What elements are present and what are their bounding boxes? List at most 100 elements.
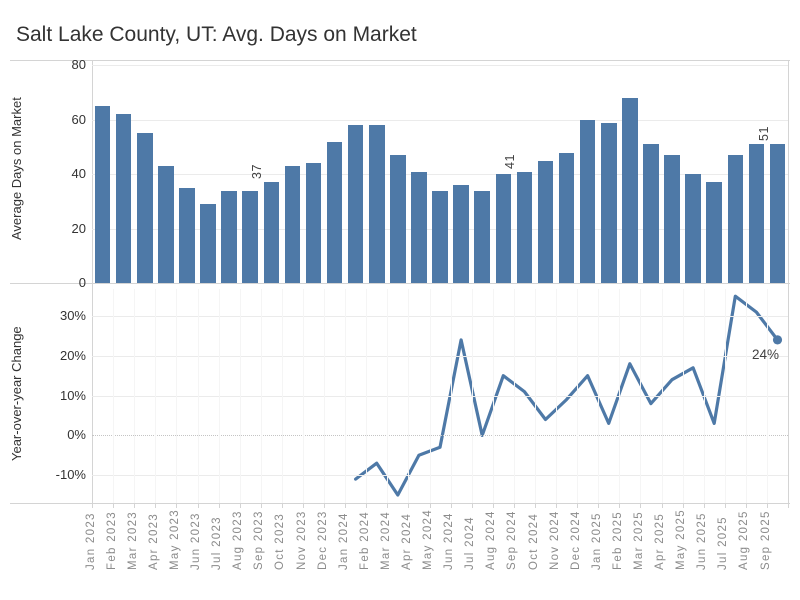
line-axis-baseline — [10, 503, 790, 504]
column-divider — [556, 289, 557, 503]
column-divider — [429, 289, 431, 503]
bar-may-2024[interactable] — [432, 190, 448, 283]
bar-value-label-sep-2025: 51 — [756, 126, 771, 142]
column-divider — [450, 289, 452, 503]
bar-jul-2025[interactable] — [727, 155, 743, 283]
axis-tick — [155, 503, 157, 508]
gridline-80 — [92, 65, 788, 67]
bar-jun-2025[interactable] — [706, 182, 722, 283]
line-ytick-0: 0% — [67, 427, 86, 443]
month-label-jul-2024: Jul 2024 — [464, 516, 477, 570]
month-label-oct-2024: Oct 2024 — [527, 512, 540, 570]
month-label-aug-2025: Aug 2025 — [738, 510, 751, 570]
bar-dec-2023[interactable] — [326, 141, 343, 283]
bar-apr-2023[interactable] — [158, 166, 174, 283]
axis-tick — [619, 503, 621, 508]
bar-sep-2025[interactable] — [769, 144, 786, 283]
month-label-aug-2024: Aug 2024 — [485, 510, 498, 570]
bar-sep-2023[interactable] — [263, 182, 279, 283]
column-divider — [661, 289, 663, 503]
bar-jan-2024[interactable] — [347, 125, 364, 283]
axis-tick — [197, 503, 199, 508]
axis-tick — [661, 503, 663, 508]
bar-feb-2023[interactable] — [115, 114, 132, 283]
month-label-sep-2023: Sep 2023 — [253, 510, 266, 570]
month-label-aug-2023: Aug 2023 — [232, 510, 245, 570]
gridline-40 — [92, 174, 788, 176]
month-label-jun-2023: Jun 2023 — [190, 512, 202, 570]
bar-oct-2023[interactable] — [284, 166, 301, 283]
bar-apr-2024[interactable] — [411, 171, 427, 283]
bar-aug-2023[interactable] — [242, 190, 258, 283]
bar-feb-2025[interactable] — [622, 98, 638, 283]
month-label-may-2023: May 2023 — [168, 509, 181, 570]
gridline-60 — [92, 119, 788, 121]
axis-tick — [640, 503, 642, 508]
line-end-value-label: 24% — [752, 347, 780, 362]
axis-tick — [429, 503, 431, 508]
axis-tick — [134, 503, 136, 508]
axis-tick — [450, 503, 452, 508]
bar-aug-2025[interactable] — [748, 144, 765, 283]
column-divider — [113, 289, 115, 503]
bar-dec-2024[interactable] — [579, 119, 596, 283]
axis-tick — [724, 503, 726, 508]
month-label-apr-2024: Apr 2024 — [400, 512, 413, 570]
pane-right-border — [788, 60, 789, 503]
column-divider — [302, 289, 304, 503]
column-divider — [534, 289, 536, 503]
axis-tick — [766, 503, 768, 508]
line-end-dot — [772, 335, 783, 345]
bar-jun-2023[interactable] — [200, 204, 216, 283]
yoy-line[interactable] — [92, 289, 788, 503]
month-label-may-2024: May 2024 — [422, 509, 434, 570]
bar-mar-2025[interactable] — [643, 144, 659, 283]
bar-may-2025[interactable] — [685, 174, 701, 283]
axis-tick — [176, 503, 178, 508]
bar-jun-2024[interactable] — [453, 185, 469, 283]
bar-aug-2024[interactable] — [495, 174, 511, 283]
month-label-jan-2024: Jan 2024 — [337, 512, 350, 570]
bar-jan-2023[interactable] — [94, 106, 111, 283]
gridline-30 — [92, 316, 788, 317]
column-divider — [176, 289, 178, 503]
bar-apr-2025[interactable] — [664, 155, 680, 283]
column-divider — [492, 289, 494, 503]
chart-title: Salt Lake County, UT: Avg. Days on Marke… — [16, 23, 417, 46]
bar-may-2023[interactable] — [179, 187, 195, 283]
month-label-feb-2025: Feb 2025 — [611, 511, 624, 570]
y-axis-line — [92, 60, 93, 503]
bar-ytick-0: 0 — [78, 275, 86, 290]
gridline-20 — [92, 355, 788, 357]
axis-tick — [218, 503, 220, 508]
axis-tick — [788, 503, 789, 508]
bar-feb-2024[interactable] — [369, 125, 385, 283]
column-divider — [471, 289, 473, 503]
line-ytick--10: -10% — [55, 467, 86, 483]
bar-jul-2023[interactable] — [221, 190, 237, 283]
month-label-jun-2025: Jun 2025 — [696, 512, 709, 570]
bar-mar-2024[interactable] — [390, 155, 406, 283]
bar-ytick-80: 80 — [71, 57, 86, 73]
line-ytick-30: 30% — [59, 308, 86, 323]
bar-nov-2024[interactable] — [558, 152, 575, 283]
gridline-10 — [92, 395, 788, 397]
month-label-dec-2024: Dec 2024 — [569, 510, 582, 570]
month-label-feb-2024: Feb 2024 — [358, 511, 371, 570]
bar-mar-2023[interactable] — [137, 133, 153, 283]
axis-tick — [239, 503, 241, 508]
month-label-nov-2023: Nov 2023 — [295, 510, 308, 570]
bar-oct-2024[interactable] — [537, 160, 554, 283]
month-label-jul-2023: Jul 2023 — [211, 516, 224, 570]
bar-jan-2025[interactable] — [601, 122, 617, 283]
bar-axis-baseline — [10, 283, 790, 284]
bar-ytick-40: 40 — [71, 166, 86, 182]
bar-sep-2024[interactable] — [516, 171, 533, 283]
axis-tick — [598, 503, 600, 508]
month-label-mar-2023: Mar 2023 — [126, 511, 139, 570]
column-divider — [598, 289, 600, 503]
bar-jul-2024[interactable] — [474, 190, 490, 283]
bar-nov-2023[interactable] — [305, 163, 322, 283]
column-divider — [260, 289, 262, 503]
